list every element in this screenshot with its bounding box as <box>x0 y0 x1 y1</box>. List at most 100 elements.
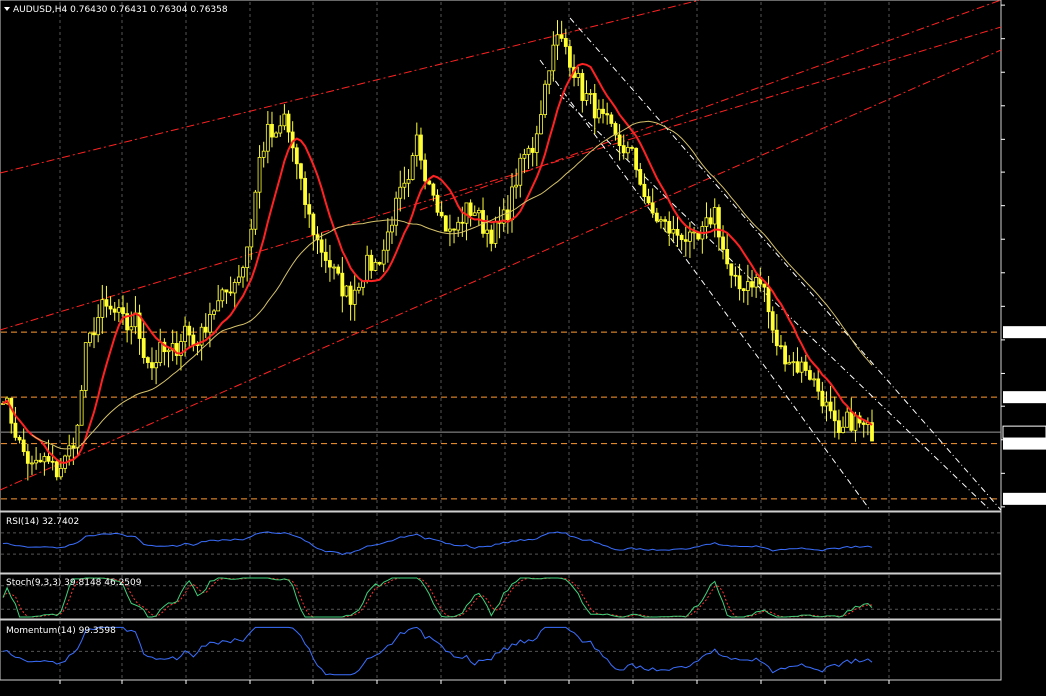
candle-body <box>849 411 854 431</box>
candle-body <box>505 209 510 221</box>
time-axis[interactable] <box>59 680 890 684</box>
candle-body <box>71 445 76 449</box>
candle-body <box>439 211 444 217</box>
trend-channels <box>0 0 1002 511</box>
candle-body <box>179 341 183 356</box>
candle-body <box>642 183 647 197</box>
candle-body <box>224 289 229 293</box>
candle-body <box>671 228 676 234</box>
candle-body <box>100 299 105 318</box>
candle-body <box>183 325 187 342</box>
candle-body <box>21 439 26 453</box>
candle-body <box>336 266 341 274</box>
candle-body <box>799 361 804 373</box>
candle-body <box>808 370 812 380</box>
chart-menu-triangle-icon[interactable] <box>4 7 10 11</box>
candle-body <box>199 326 204 346</box>
candle-body <box>489 229 494 244</box>
candle-body <box>468 202 473 216</box>
candle-body <box>141 338 146 358</box>
candle-body <box>563 38 568 47</box>
candle-body <box>203 326 208 333</box>
candle-body <box>216 300 221 312</box>
candle-body <box>385 231 390 251</box>
candle-body <box>853 415 858 431</box>
candle-body <box>92 332 96 336</box>
candle-body <box>828 401 833 412</box>
candle-body <box>530 147 535 153</box>
candle-body <box>675 228 680 236</box>
candle-body <box>137 312 142 339</box>
candle-body <box>630 146 634 149</box>
stoch-pane[interactable]: Stoch(9,3,3) 39.8148 46.2509 <box>0 573 1002 620</box>
stoch-pane-border <box>0 573 1002 620</box>
candle-body <box>870 422 874 442</box>
candle-body <box>539 114 543 135</box>
candle-body <box>514 184 519 188</box>
candle-body <box>568 46 572 68</box>
candle-body <box>501 209 506 224</box>
candle-body <box>431 183 436 196</box>
candle-body <box>683 239 688 242</box>
candle-body <box>534 133 539 153</box>
rsi-pane-border <box>0 511 1002 574</box>
candle-body <box>145 357 150 363</box>
candle-body <box>406 179 411 184</box>
rsi-line <box>2 531 873 556</box>
candle-body <box>46 456 51 462</box>
candle-body <box>787 362 792 365</box>
candle-body <box>634 147 639 170</box>
white-channel-line <box>539 59 871 511</box>
candle-body <box>766 286 771 313</box>
price-level-tag <box>1003 437 1046 450</box>
candle-body <box>104 299 109 307</box>
candle-body <box>485 229 490 234</box>
candle-body <box>795 361 800 373</box>
price-level-tag <box>1003 391 1046 404</box>
candle-body <box>50 460 55 463</box>
candle-body <box>452 228 456 231</box>
main-price-pane[interactable]: AUDUSD,H4 0.76430 0.76431 0.76304 0.7635… <box>0 0 1046 679</box>
candle-body <box>299 163 303 179</box>
candle-body <box>812 378 816 381</box>
stoch-label: Stoch(9,3,3) 39.8148 46.2509 <box>6 578 142 588</box>
candle-body <box>129 326 134 331</box>
candle-body <box>212 310 216 315</box>
candle-body <box>294 147 299 165</box>
candle-body <box>750 281 754 288</box>
candle-body <box>365 254 370 282</box>
candle-body <box>733 274 738 277</box>
candle-body <box>576 73 581 78</box>
stoch-main-line <box>2 577 873 618</box>
candle-body <box>208 314 212 333</box>
candle-body <box>692 231 696 234</box>
candle-body <box>75 424 80 449</box>
price-axis[interactable] <box>1001 4 1005 508</box>
candle-body <box>621 145 626 154</box>
candle-body <box>319 239 324 253</box>
candle-body <box>394 197 399 226</box>
momentum-pane-border <box>0 619 1002 681</box>
momentum-pane[interactable]: Momentum(14) 99.3598 <box>0 619 1002 681</box>
candle-body <box>59 467 63 478</box>
candle-body <box>241 267 245 278</box>
candle-body <box>725 249 730 265</box>
candle-body <box>220 289 225 302</box>
candle-body <box>427 180 432 185</box>
candle-body <box>518 157 523 186</box>
candle-body <box>745 281 750 291</box>
candle-body <box>836 420 841 433</box>
candle-body <box>228 291 233 294</box>
rsi-pane[interactable]: RSI(14) 32.7402 <box>0 511 1002 574</box>
candle-body <box>741 288 746 291</box>
price-level-tag <box>1002 425 1046 439</box>
candle-body <box>249 228 254 248</box>
rsi-label: RSI(14) 32.7402 <box>6 517 79 527</box>
candle-body <box>613 123 618 136</box>
candle-body <box>783 345 787 365</box>
candle-body <box>729 263 734 276</box>
candle-body <box>410 155 415 180</box>
candle-body <box>770 311 775 331</box>
candle-body <box>779 345 783 348</box>
